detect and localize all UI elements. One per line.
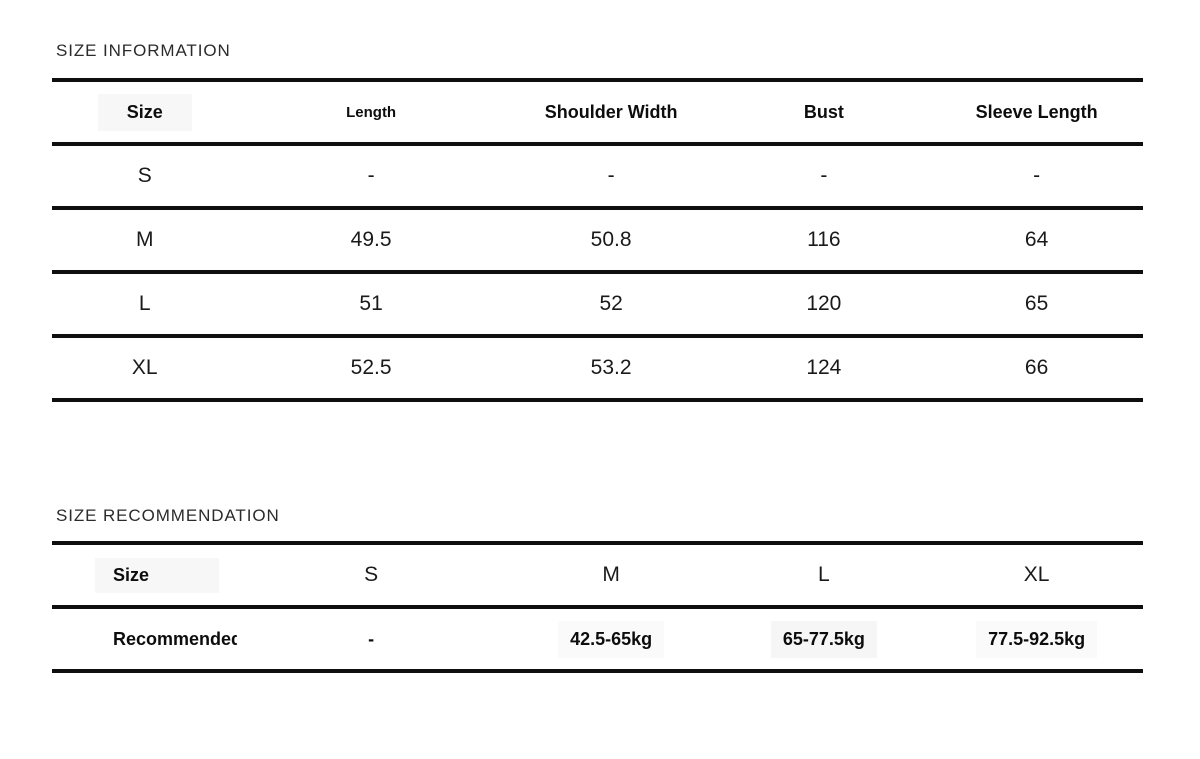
column-header-xl: XL [930, 543, 1143, 609]
sleeve-length-cell: 66 [930, 336, 1143, 402]
size-recommendation-title: SIZE RECOMMENDATION [56, 506, 280, 525]
column-header-bust: Bust [717, 80, 931, 146]
sleeve-length-cell: - [930, 144, 1143, 210]
length-cell: 51 [237, 272, 505, 338]
weight-range-cell-xl: 77.5-92.5kg [930, 607, 1143, 673]
column-header-size-label: Size [95, 557, 220, 593]
weight-range-cell-m: 42.5-65kg [504, 607, 718, 673]
bust-cell: - [717, 144, 931, 210]
table-row-recommended-tops: Recommended tops - 42.5-65kg 65-77.5kg 7… [52, 607, 1143, 673]
sleeve-length-cell: 65 [930, 272, 1143, 338]
table-row-m: M 49.5 50.8 116 64 [52, 208, 1143, 274]
table-row-l: L 51 52 120 65 [52, 272, 1143, 338]
size-recommendation-header-row: Size S M L XL [52, 543, 1143, 609]
bust-cell: 120 [717, 272, 931, 338]
size-recommendation-table: Size S M L XL Recommended tops - 42.5-65… [52, 541, 1143, 673]
column-header-size-label: Size [97, 93, 192, 131]
length-cell: 52.5 [237, 336, 505, 402]
size-cell: XL [52, 336, 238, 402]
size-information-table: Size Length Shoulder Width Bust Sleeve L… [52, 78, 1143, 402]
table-row-xl: XL 52.5 53.2 124 66 [52, 336, 1143, 402]
size-information-title: SIZE INFORMATION [56, 41, 231, 60]
weight-range-cell-s: - [237, 607, 505, 673]
bust-cell: 116 [717, 208, 931, 274]
weight-range-label: 42.5-65kg [558, 620, 665, 658]
column-header-sleeve-length: Sleeve Length [930, 80, 1143, 146]
column-header-size: Size [52, 80, 238, 146]
column-header-length: Length [237, 80, 505, 146]
shoulder-width-cell: 52 [504, 272, 718, 338]
shoulder-width-cell: 50.8 [504, 208, 718, 274]
shoulder-width-cell: 53.2 [504, 336, 718, 402]
column-header-size: Size [52, 543, 238, 609]
column-header-s: S [237, 543, 505, 609]
length-cell: 49.5 [237, 208, 505, 274]
column-header-m: M [504, 543, 718, 609]
weight-range-label: 65-77.5kg [770, 620, 877, 658]
size-cell: M [52, 208, 238, 274]
size-chart-content: SIZE INFORMATION Size Length Shoulder Wi… [52, 0, 1143, 673]
column-header-shoulder-width: Shoulder Width [504, 80, 718, 146]
column-header-l: L [717, 543, 931, 609]
bust-cell: 124 [717, 336, 931, 402]
weight-range-cell-l: 65-77.5kg [717, 607, 931, 673]
length-cell: - [237, 144, 505, 210]
sleeve-length-cell: 64 [930, 208, 1143, 274]
weight-range-label: 77.5-92.5kg [976, 620, 1098, 658]
size-cell: L [52, 272, 238, 338]
row-label-cell: Recommended tops [52, 607, 238, 673]
size-cell: S [52, 144, 238, 210]
shoulder-width-cell: - [504, 144, 718, 210]
table-row-s: S - - - - [52, 144, 1143, 210]
size-information-header-row: Size Length Shoulder Width Bust Sleeve L… [52, 80, 1143, 146]
